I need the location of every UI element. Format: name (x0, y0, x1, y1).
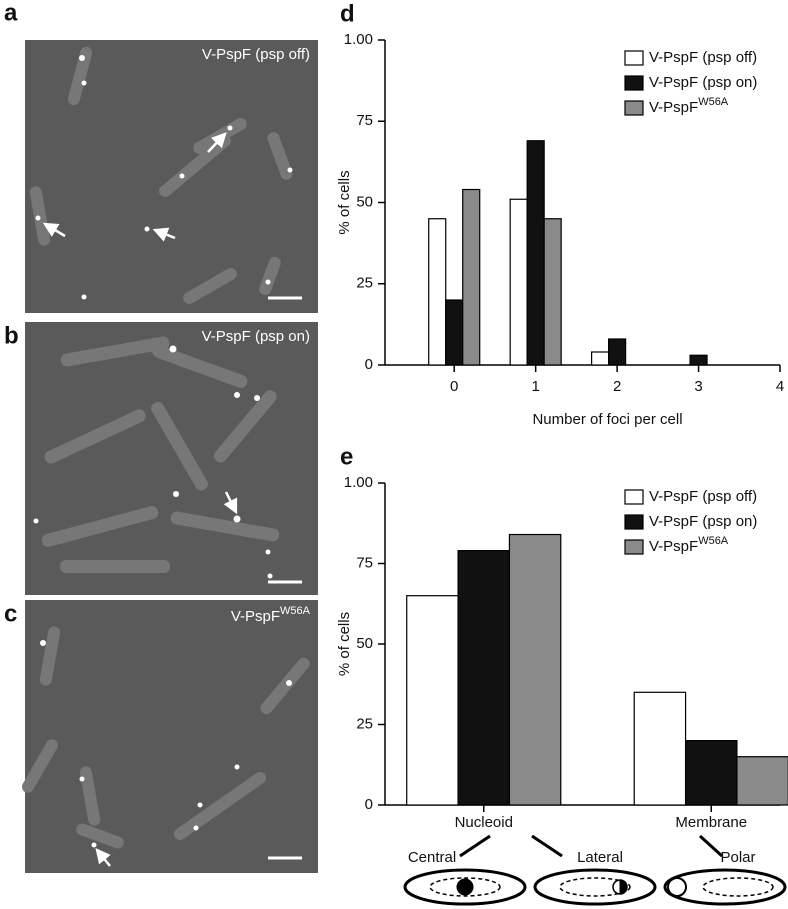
axes (384, 40, 780, 366)
legend-label: V-PspFW56A (649, 535, 729, 555)
bar (526, 140, 545, 366)
bar (608, 338, 627, 366)
y-tick-label: 1.00 (344, 474, 373, 491)
panel-label: V-PspF (psp on) (202, 328, 310, 345)
legend-label: V-PspF (psp off) (649, 488, 757, 505)
legend-swatch (624, 75, 644, 91)
bar (428, 218, 447, 366)
y-tick-label: 0 (365, 356, 373, 373)
legend-label: V-PspF (psp on) (649, 513, 757, 530)
x-tick-label: Membrane (675, 814, 747, 831)
y-tick-label: 0 (365, 796, 373, 813)
y-tick-label: 1.00 (344, 31, 373, 48)
bar (736, 756, 788, 806)
legend-label: V-PspF (psp off) (649, 49, 757, 66)
x-tick-label: Nucleoid (455, 814, 513, 831)
y-tick-label: 75 (356, 112, 373, 129)
micrograph-a (25, 40, 318, 313)
schematic-label: Polar (720, 849, 755, 866)
y-axis-label: % of cells (336, 612, 353, 676)
y-tick-label: 75 (356, 554, 373, 571)
legend-swatch (624, 100, 644, 116)
micrograph-b (25, 322, 318, 595)
schematic-label: Central (408, 849, 456, 866)
bar (509, 198, 528, 366)
bar (543, 218, 562, 366)
bar (406, 595, 459, 806)
bar (457, 550, 511, 806)
legend-label: V-PspF (psp on) (649, 74, 757, 91)
schematic-label: Lateral (577, 849, 623, 866)
y-tick-label: 50 (356, 635, 373, 652)
x-tick-label: 0 (450, 378, 458, 395)
bar (684, 739, 738, 806)
panel-letter: b (4, 322, 19, 349)
x-tick-label: 1 (531, 378, 539, 395)
y-tick-label: 25 (356, 275, 373, 292)
y-axis-label: % of cells (336, 170, 353, 234)
superscript: W56A (698, 535, 729, 547)
legend-swatch (624, 50, 644, 66)
x-tick-label: 4 (776, 378, 784, 395)
bar (445, 299, 464, 366)
panel-letter: c (4, 600, 17, 627)
bar (591, 351, 610, 366)
panel-letter: d (340, 0, 355, 27)
legend-swatch (624, 514, 644, 530)
bar (462, 188, 481, 366)
x-tick-label: 3 (694, 378, 702, 395)
y-tick-label: 50 (356, 193, 373, 210)
y-tick-label: 25 (356, 715, 373, 732)
bar (508, 533, 562, 806)
schematic (403, 834, 787, 906)
superscript: W56A (280, 605, 311, 617)
bar (689, 354, 708, 366)
legend-swatch (624, 539, 644, 555)
panel-label: V-PspF (psp off) (202, 46, 310, 63)
micrograph-c (22, 600, 318, 873)
x-axis-label: Number of foci per cell (532, 411, 682, 428)
panel-letter: e (340, 443, 353, 470)
superscript: W56A (698, 96, 729, 108)
legend-swatch (624, 489, 644, 505)
legend-label: V-PspFW56A (649, 96, 729, 116)
bar (633, 691, 687, 806)
panel-letter: a (4, 0, 18, 26)
x-tick-label: 2 (613, 378, 621, 395)
